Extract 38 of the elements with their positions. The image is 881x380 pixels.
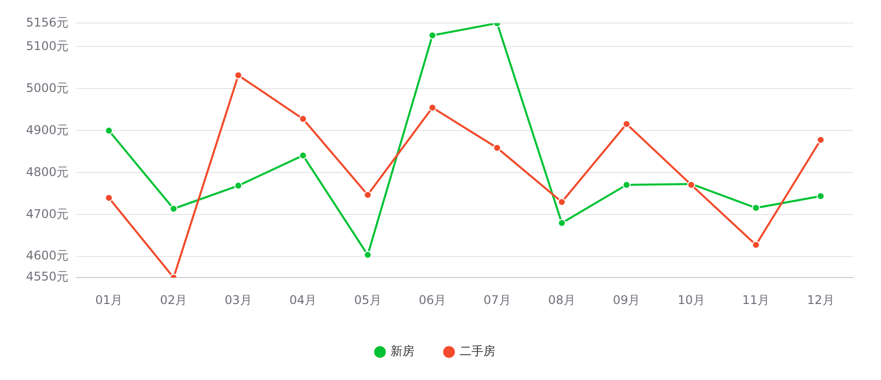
y-tick-label: 5100元 xyxy=(26,38,69,53)
point xyxy=(234,71,242,80)
point xyxy=(104,126,113,135)
x-tick-label: 07月 xyxy=(483,292,511,307)
y-tick-label: 4700元 xyxy=(26,206,69,221)
point xyxy=(752,204,760,212)
point xyxy=(622,180,631,189)
x-tick-label: 06月 xyxy=(418,292,446,307)
x-tick-label: 03月 xyxy=(224,292,252,307)
x-tick-label: 05月 xyxy=(354,292,382,307)
point xyxy=(428,104,436,112)
point xyxy=(752,240,760,249)
point xyxy=(428,31,436,40)
x-tick-label: 04月 xyxy=(289,292,317,307)
x-tick-label: 08月 xyxy=(548,292,576,307)
y-tick-label: 5156元 xyxy=(26,15,69,30)
y-tick-label: 4550元 xyxy=(26,270,69,284)
point xyxy=(816,136,825,144)
x-tick-label: 02月 xyxy=(160,292,188,307)
point xyxy=(364,190,372,199)
x-tick-label: 12月 xyxy=(807,292,834,307)
x-tick-label: 09月 xyxy=(612,292,640,307)
point xyxy=(493,144,502,152)
legend-label: 二手房 xyxy=(460,344,496,358)
y-tick-label: 4900元 xyxy=(26,122,69,137)
point xyxy=(234,182,242,190)
x-tick-label: 10月 xyxy=(678,292,705,307)
point xyxy=(104,194,113,202)
x-tick-label: 11月 xyxy=(742,292,770,307)
point xyxy=(364,250,372,259)
point xyxy=(299,114,308,123)
legend-label: 新房 xyxy=(390,344,414,358)
point xyxy=(170,204,178,213)
x-tick-label: 01月 xyxy=(95,292,123,307)
point xyxy=(816,192,825,200)
y-tick-label: 5000元 xyxy=(26,80,69,95)
y-tick-label: 4800元 xyxy=(26,164,69,179)
y-tick-label: 4600元 xyxy=(26,248,69,263)
